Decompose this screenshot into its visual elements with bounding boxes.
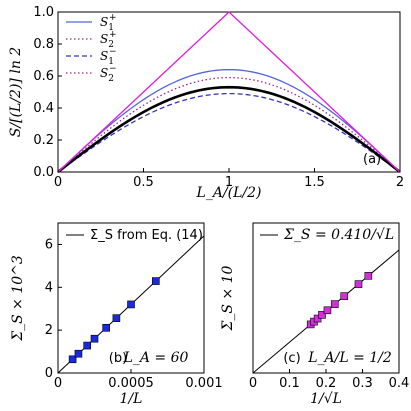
- panel-c-xtick-label: 0: [249, 376, 257, 391]
- panel-c-ticks: 0 0.1 0.2 0.3 0.4: [249, 369, 409, 391]
- panel-b-xtick-label: 0.001: [185, 376, 222, 391]
- panel-b-ytick-label: 0: [45, 366, 53, 381]
- panel-b-xtick-label: 0: [54, 376, 62, 391]
- panel-c-xtick-label: 0.4: [389, 376, 410, 391]
- panel-a-xtick-label: 2: [396, 175, 404, 190]
- panel-b-marker: [127, 300, 135, 309]
- panel-a-xlabel: L_A/(L/2): [196, 185, 262, 201]
- panel-b-marker: [112, 314, 121, 322]
- panel-b-ytick-label: 4: [45, 280, 53, 295]
- panel-a-series-1: [57, 76, 401, 173]
- panel-b-xlabel: 1/L: [120, 391, 143, 407]
- panel-b-label: (b): [109, 351, 127, 366]
- panel-a-ytick-label: 0.4: [33, 101, 54, 116]
- panel-c-label: (c): [283, 351, 300, 366]
- panel-a-series-5: [57, 11, 401, 173]
- panel-b: 0 0.0005 0.001 0 2 4 6 Σ_S from Eq. (14) (b) L…: [10, 222, 223, 407]
- panel-a: 0 0.5 1 1.5 2 0.0 0.2 0.4 0.6 0.8 1.0 S1+S2+S1−S2−…: [8, 5, 404, 201]
- panel-b-ytick-label: 6: [45, 237, 53, 252]
- panel-a-series-4: [57, 85, 401, 174]
- panel-b-marker: [90, 334, 99, 343]
- panel-b-ticks: 0 0.0005 0.001 0 2 4 6: [45, 237, 223, 391]
- panel-a-ytick-label: 0.8: [33, 37, 54, 52]
- panel-c-marker: [318, 311, 326, 319]
- panel-c-marker: [330, 300, 339, 308]
- panel-c-marker: [323, 306, 332, 315]
- panel-a-xtick-label: 1.5: [304, 175, 325, 190]
- panel-b-ytick-label: 2: [45, 323, 53, 338]
- panel-b-ylabel: Σ_S × 10^3: [10, 255, 26, 342]
- panel-b-marker: [68, 355, 77, 364]
- panel-a-legend-label: S1+: [100, 13, 117, 33]
- panel-b-note: L_A = 60: [123, 350, 189, 366]
- panel-c-note: L_A/L = 1/2: [307, 350, 392, 366]
- panel-c-marker: [364, 271, 373, 280]
- panel-a-series-2: [57, 92, 401, 173]
- panel-c-plot: [252, 249, 400, 374]
- panel-b-xtick-label: 0.0005: [108, 376, 154, 391]
- panel-a-ytick-label: 0.0: [33, 165, 54, 180]
- panel-a-ticks: 0 0.5 1 1.5 2 0.0 0.2 0.4 0.6 0.8 1.0: [33, 5, 404, 190]
- panel-c: 0 0.1 0.2 0.3 0.4 Σ_S = 0.410/√L (c) L_A/L =…: [220, 222, 409, 407]
- panel-a-xtick-label: 0: [54, 175, 62, 190]
- panel-a-legend: S1+S2+S1−S2−: [66, 13, 117, 84]
- panel-b-plot: [57, 235, 205, 374]
- panel-c-ylabel: Σ_S × 10: [220, 265, 236, 331]
- panel-c-xtick-label: 0.2: [316, 376, 337, 391]
- panel-b-marker: [74, 349, 83, 358]
- panel-b-marker: [83, 341, 91, 350]
- panel-c-xlabel: 1/√L: [310, 391, 342, 407]
- panel-a-series-0: [57, 68, 401, 173]
- panel-c-marker: [340, 292, 349, 300]
- panel-b-legend-text: Σ_S from Eq. (14): [90, 228, 203, 243]
- panel-a-legend-label: S1−: [100, 47, 117, 67]
- panel-a-curves: [57, 11, 401, 174]
- panel-a-ylabel: S/[(L/2)] ln 2: [8, 47, 24, 137]
- panel-a-xtick-label: 0.5: [133, 175, 154, 190]
- panel-a-ytick-label: 0.6: [33, 69, 54, 84]
- panel-a-legend-label: S2+: [100, 30, 117, 50]
- panel-c-marker: [354, 280, 363, 288]
- panel-a-ytick-label: 0.2: [33, 133, 54, 148]
- panel-a-label: (a): [363, 152, 381, 167]
- panel-c-legend-text: Σ_S = 0.410/√L: [283, 227, 394, 243]
- panel-a-xtick-label: 1: [225, 175, 233, 190]
- panel-b-marker: [102, 323, 110, 332]
- panel-a-legend-label: S2−: [100, 64, 117, 84]
- panel-c-xtick-label: 0.1: [279, 376, 300, 391]
- panel-b-marker: [152, 277, 160, 285]
- panel-a-ytick-label: 1.0: [33, 5, 54, 20]
- panel-c-xtick-label: 0.3: [352, 376, 373, 391]
